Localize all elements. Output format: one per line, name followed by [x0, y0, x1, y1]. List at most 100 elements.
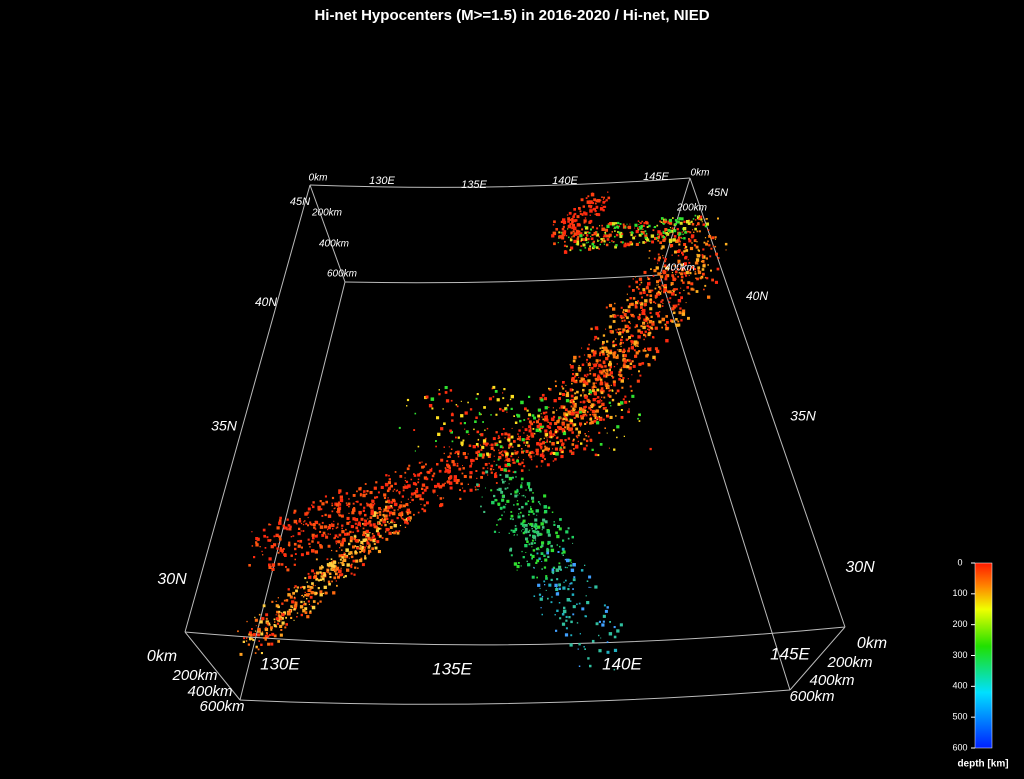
hypocenter-dot: [293, 604, 297, 608]
hypocenter-dot: [490, 464, 494, 468]
hypocenter-dot: [462, 467, 465, 470]
hypocenter-dot: [505, 455, 508, 458]
hypocenter-dot: [270, 626, 273, 630]
hypocenter-dot: [391, 506, 394, 509]
hypocenter-dot: [350, 566, 353, 569]
hypocenter-dot: [327, 529, 329, 531]
hypocenter-dot: [501, 409, 505, 412]
hypocenter-dot: [462, 487, 464, 489]
hypocenter-dot: [567, 217, 571, 221]
hypocenter-dot: [565, 418, 568, 421]
left-latitude-label: 40N: [255, 295, 277, 309]
hypocenter-dot: [477, 488, 479, 491]
hypocenter-dot: [652, 320, 655, 323]
hypocenter-dot: [365, 493, 368, 495]
right-latitude-label: 35N: [790, 408, 817, 424]
hypocenter-dot: [595, 359, 599, 363]
hypocenter-dot: [598, 431, 601, 434]
hypocenter-dot: [269, 634, 271, 636]
hypocenter-dot: [364, 557, 367, 560]
hypocenter-dot: [312, 600, 316, 603]
hypocenter-dot: [294, 601, 297, 603]
hypocenter-dot: [700, 218, 703, 221]
hypocenter-dot: [255, 543, 259, 547]
hypocenter-dot: [555, 531, 558, 535]
hypocenter-dot: [540, 448, 542, 450]
hypocenter-dot: [279, 633, 283, 637]
hypocenter-dot: [254, 618, 258, 622]
hypocenter-dot: [475, 451, 479, 454]
hypocenter-dot: [583, 374, 587, 377]
hypocenter-dot: [499, 474, 502, 476]
hypocenter-dot: [704, 237, 707, 239]
hypocenter-dot: [565, 399, 570, 403]
hypocenter-dot: [456, 405, 459, 408]
hypocenter-dot: [281, 621, 285, 625]
hypocenter-dot: [541, 613, 543, 616]
hypocenter-dot: [486, 452, 489, 456]
hypocenter-dot: [534, 524, 537, 527]
hypocenter-dot: [333, 537, 336, 540]
hypocenter-dot: [368, 521, 371, 524]
hypocenter-dot: [558, 397, 561, 400]
hypocenter-dot: [268, 557, 272, 561]
hypocenter-dot: [598, 417, 603, 421]
hypocenter-dot: [381, 517, 383, 520]
hypocenter-dot: [535, 448, 539, 453]
hypocenter-dot: [267, 539, 270, 542]
hypocenter-dot: [539, 587, 541, 589]
hypocenter-dot: [665, 325, 668, 327]
hypocenter-dot: [490, 447, 494, 450]
hypocenter-dot: [588, 390, 592, 394]
hypocenter-dot: [702, 272, 705, 276]
hypocenter-dot: [328, 572, 332, 575]
hypocenter-dot: [517, 494, 519, 496]
hypocenter-dot: [530, 553, 533, 556]
hypocenter-dot: [280, 612, 282, 614]
hypocenter-dot: [531, 524, 534, 528]
hypocenter-dot: [572, 542, 574, 544]
hypocenter-dot: [599, 351, 602, 353]
hypocenter-dot: [585, 414, 588, 417]
hypocenter-dot: [717, 257, 720, 259]
hypocenter-dot: [300, 546, 303, 549]
hypocenter-dot: [672, 217, 674, 219]
hypocenter-dot: [348, 498, 350, 500]
hypocenter-dot: [327, 525, 331, 530]
hypocenter-dot: [298, 527, 301, 530]
hypocenter-dot: [584, 225, 586, 228]
hypocenter-dot: [617, 314, 619, 317]
hypocenter-dot: [293, 511, 296, 514]
hypocenter-dot: [541, 544, 544, 547]
hypocenter-dot: [572, 408, 576, 412]
hypocenter-dot: [622, 377, 625, 380]
hypocenter-dot: [603, 197, 605, 199]
hypocenter-dot: [580, 425, 582, 427]
hypocenter-dot: [459, 422, 462, 425]
hypocenter-dot: [367, 536, 371, 541]
hypocenter-dot: [494, 474, 498, 478]
hypocenter-dot: [599, 207, 604, 211]
hypocenter-dot: [258, 640, 260, 642]
front-left-depth-label: 0km: [147, 648, 177, 665]
hypocenter-dot: [690, 282, 694, 286]
hypocenter-dot: [482, 467, 485, 470]
hypocenter-dot: [664, 218, 667, 221]
hypocenter-dot: [641, 296, 643, 299]
hypocenter-dot: [530, 522, 533, 526]
hypocenter-dot: [251, 545, 254, 547]
hypocenter-dot: [585, 444, 588, 447]
hypocenter-dot: [541, 568, 543, 570]
hypocenter-dot: [644, 350, 647, 352]
hypocenter-dot: [409, 520, 411, 522]
hypocenter-dot: [598, 649, 602, 653]
hypocenter-dot: [606, 340, 609, 343]
hypocenter-dot: [519, 439, 521, 442]
hypocenter-dot: [591, 202, 594, 205]
hypocenter-dot: [643, 318, 646, 322]
hypocenter-dot: [499, 506, 503, 510]
hypocenter-dot: [521, 450, 524, 454]
hypocenter-dot: [570, 394, 574, 398]
hypocenter-dot: [646, 285, 649, 288]
hypocenter-dot: [598, 363, 602, 368]
